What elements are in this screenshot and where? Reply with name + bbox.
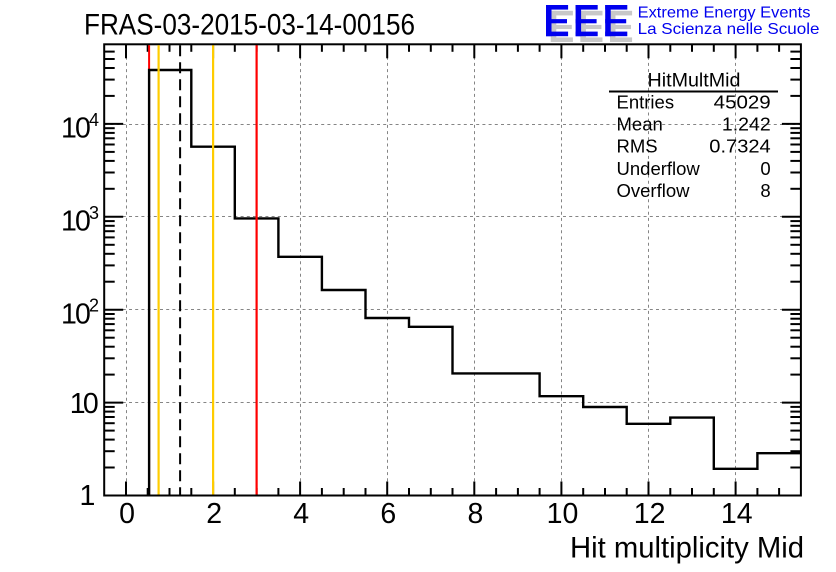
svg-text:10: 10 [547, 498, 579, 530]
svg-text:RMS: RMS [617, 136, 658, 157]
svg-text:8: 8 [760, 180, 770, 201]
svg-text:Overflow: Overflow [617, 180, 691, 201]
svg-text:La Scienza nelle Scuole: La Scienza nelle Scuole [638, 21, 820, 38]
svg-text:Hit multiplicity Mid: Hit multiplicity Mid [570, 532, 804, 565]
svg-text:6: 6 [380, 498, 396, 530]
svg-text:103: 103 [61, 203, 99, 238]
svg-text:Entries: Entries [617, 91, 675, 112]
svg-text:HitMultMid: HitMultMid [648, 70, 741, 91]
svg-text:4: 4 [293, 498, 309, 530]
svg-text:0: 0 [119, 498, 135, 530]
svg-text:Extreme Energy Events: Extreme Energy Events [638, 5, 811, 22]
svg-text:14: 14 [721, 498, 753, 530]
svg-text:45029: 45029 [714, 91, 771, 112]
svg-text:0.7324: 0.7324 [709, 136, 770, 157]
svg-text:1.242: 1.242 [722, 114, 771, 135]
svg-text:Mean: Mean [617, 114, 663, 135]
svg-text:0: 0 [760, 158, 770, 179]
svg-text:12: 12 [634, 498, 666, 530]
svg-text:2: 2 [206, 498, 222, 530]
svg-text:FRAS-03-2015-03-14-00156: FRAS-03-2015-03-14-00156 [84, 9, 415, 42]
svg-text:1: 1 [80, 480, 96, 512]
svg-text:8: 8 [467, 498, 483, 530]
svg-text:10: 10 [70, 388, 99, 420]
svg-text:Underflow: Underflow [617, 158, 701, 179]
